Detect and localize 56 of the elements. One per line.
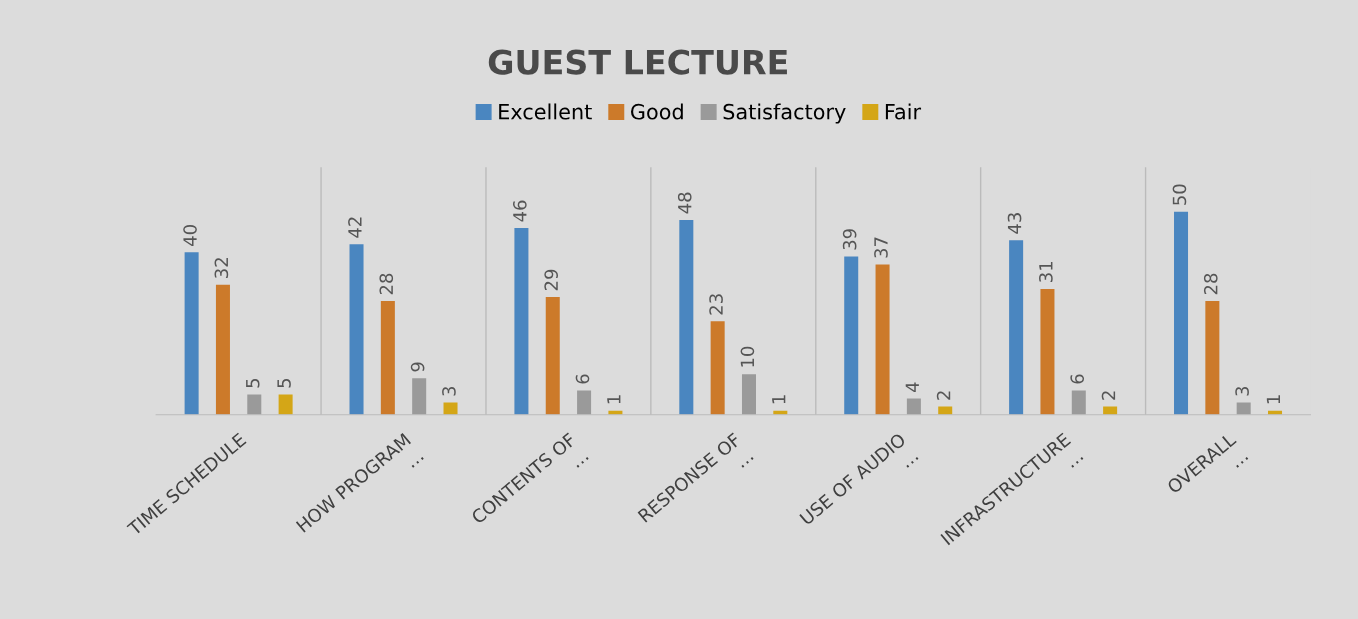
bar — [184, 252, 199, 415]
bar — [247, 394, 262, 415]
data-label: 1 — [1266, 395, 1280, 404]
bar — [1174, 211, 1189, 415]
data-label: 48 — [677, 192, 692, 214]
data-label: 1 — [607, 395, 621, 404]
bar — [380, 301, 395, 415]
legend-label: Satisfactory — [723, 103, 846, 124]
data-label: 3 — [442, 386, 456, 396]
data-label: 39 — [842, 229, 857, 250]
bar — [412, 378, 427, 415]
data-label: 4 — [905, 382, 919, 393]
bar — [545, 297, 560, 415]
bar — [844, 256, 859, 415]
data-label: 2 — [1101, 391, 1116, 400]
data-label: 32 — [214, 258, 229, 278]
data-label: 6 — [575, 374, 590, 384]
bar — [906, 398, 921, 415]
data-label: 1 — [772, 395, 786, 404]
bar — [679, 219, 694, 415]
bar — [215, 284, 230, 415]
data-label: 23 — [709, 294, 723, 315]
bar — [577, 390, 592, 415]
bar — [1040, 288, 1055, 415]
data-label: 42 — [348, 217, 362, 238]
legend-label: Excellent — [499, 103, 592, 120]
data-label: 43 — [1007, 213, 1022, 234]
bar — [1071, 390, 1086, 415]
bar — [443, 402, 458, 415]
bar — [1236, 402, 1251, 415]
bar — [741, 374, 756, 415]
bar — [349, 244, 364, 415]
bar — [514, 228, 529, 415]
data-label: 46 — [513, 200, 527, 222]
bar — [1205, 301, 1220, 415]
data-label: 31 — [1039, 262, 1053, 282]
data-label: 3 — [1235, 386, 1249, 396]
bar — [1009, 240, 1024, 415]
data-label: 10 — [740, 346, 755, 367]
data-label: 5 — [277, 378, 291, 388]
data-label: 9 — [410, 362, 425, 372]
bar — [875, 264, 890, 415]
data-label: 28 — [1203, 273, 1218, 295]
bar — [278, 394, 293, 415]
data-label: 6 — [1070, 374, 1085, 384]
legend-label: Good — [631, 103, 683, 120]
data-label: 2 — [936, 391, 951, 400]
legend-label: Fair — [885, 103, 922, 120]
bar — [710, 321, 725, 415]
data-label: 40 — [183, 225, 197, 246]
data-label: 5 — [246, 378, 260, 388]
chart-title: GUEST LECTURE — [488, 49, 787, 75]
data-label: 50 — [1172, 184, 1187, 205]
data-label: 29 — [544, 269, 558, 291]
data-label: 37 — [874, 237, 888, 258]
data-label: 28 — [379, 273, 394, 295]
